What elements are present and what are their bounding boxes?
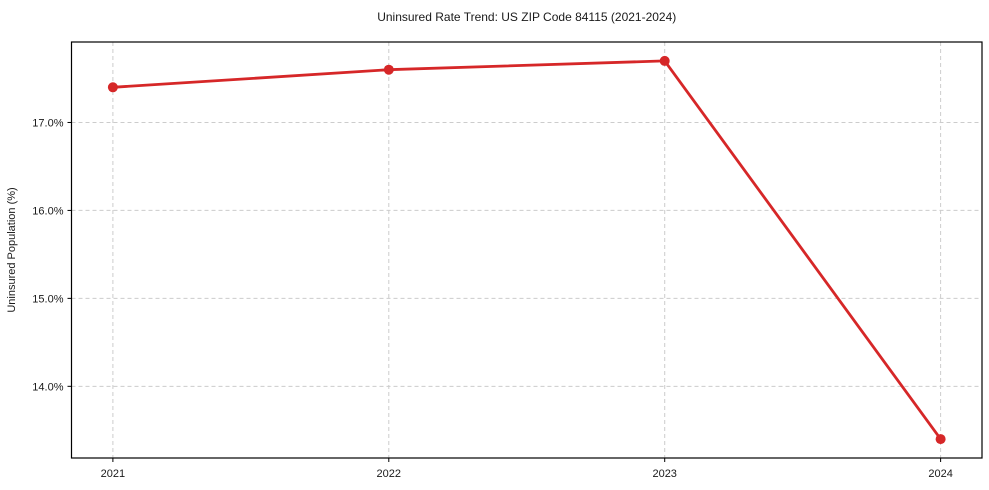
y-tick-label: 14.0% xyxy=(32,381,63,393)
chart-title: Uninsured Rate Trend: US ZIP Code 84115 … xyxy=(377,10,676,24)
y-tick-label: 16.0% xyxy=(32,205,63,217)
y-tick-label: 15.0% xyxy=(32,293,63,305)
data-point-2024 xyxy=(935,434,946,445)
x-tick-label: 2023 xyxy=(652,468,676,480)
data-point-2022 xyxy=(383,64,394,75)
x-tick-label: 2022 xyxy=(377,468,401,480)
x-tick-label: 2024 xyxy=(928,468,952,480)
data-point-2023 xyxy=(659,55,670,66)
x-tick-label: 2021 xyxy=(101,468,125,480)
trend-line xyxy=(111,59,943,441)
data-point-2021 xyxy=(107,82,118,93)
plot-border xyxy=(70,41,983,459)
y-axis-label: Uninsured Population (%) xyxy=(6,187,18,312)
y-tick-label: 17.0% xyxy=(32,117,63,129)
